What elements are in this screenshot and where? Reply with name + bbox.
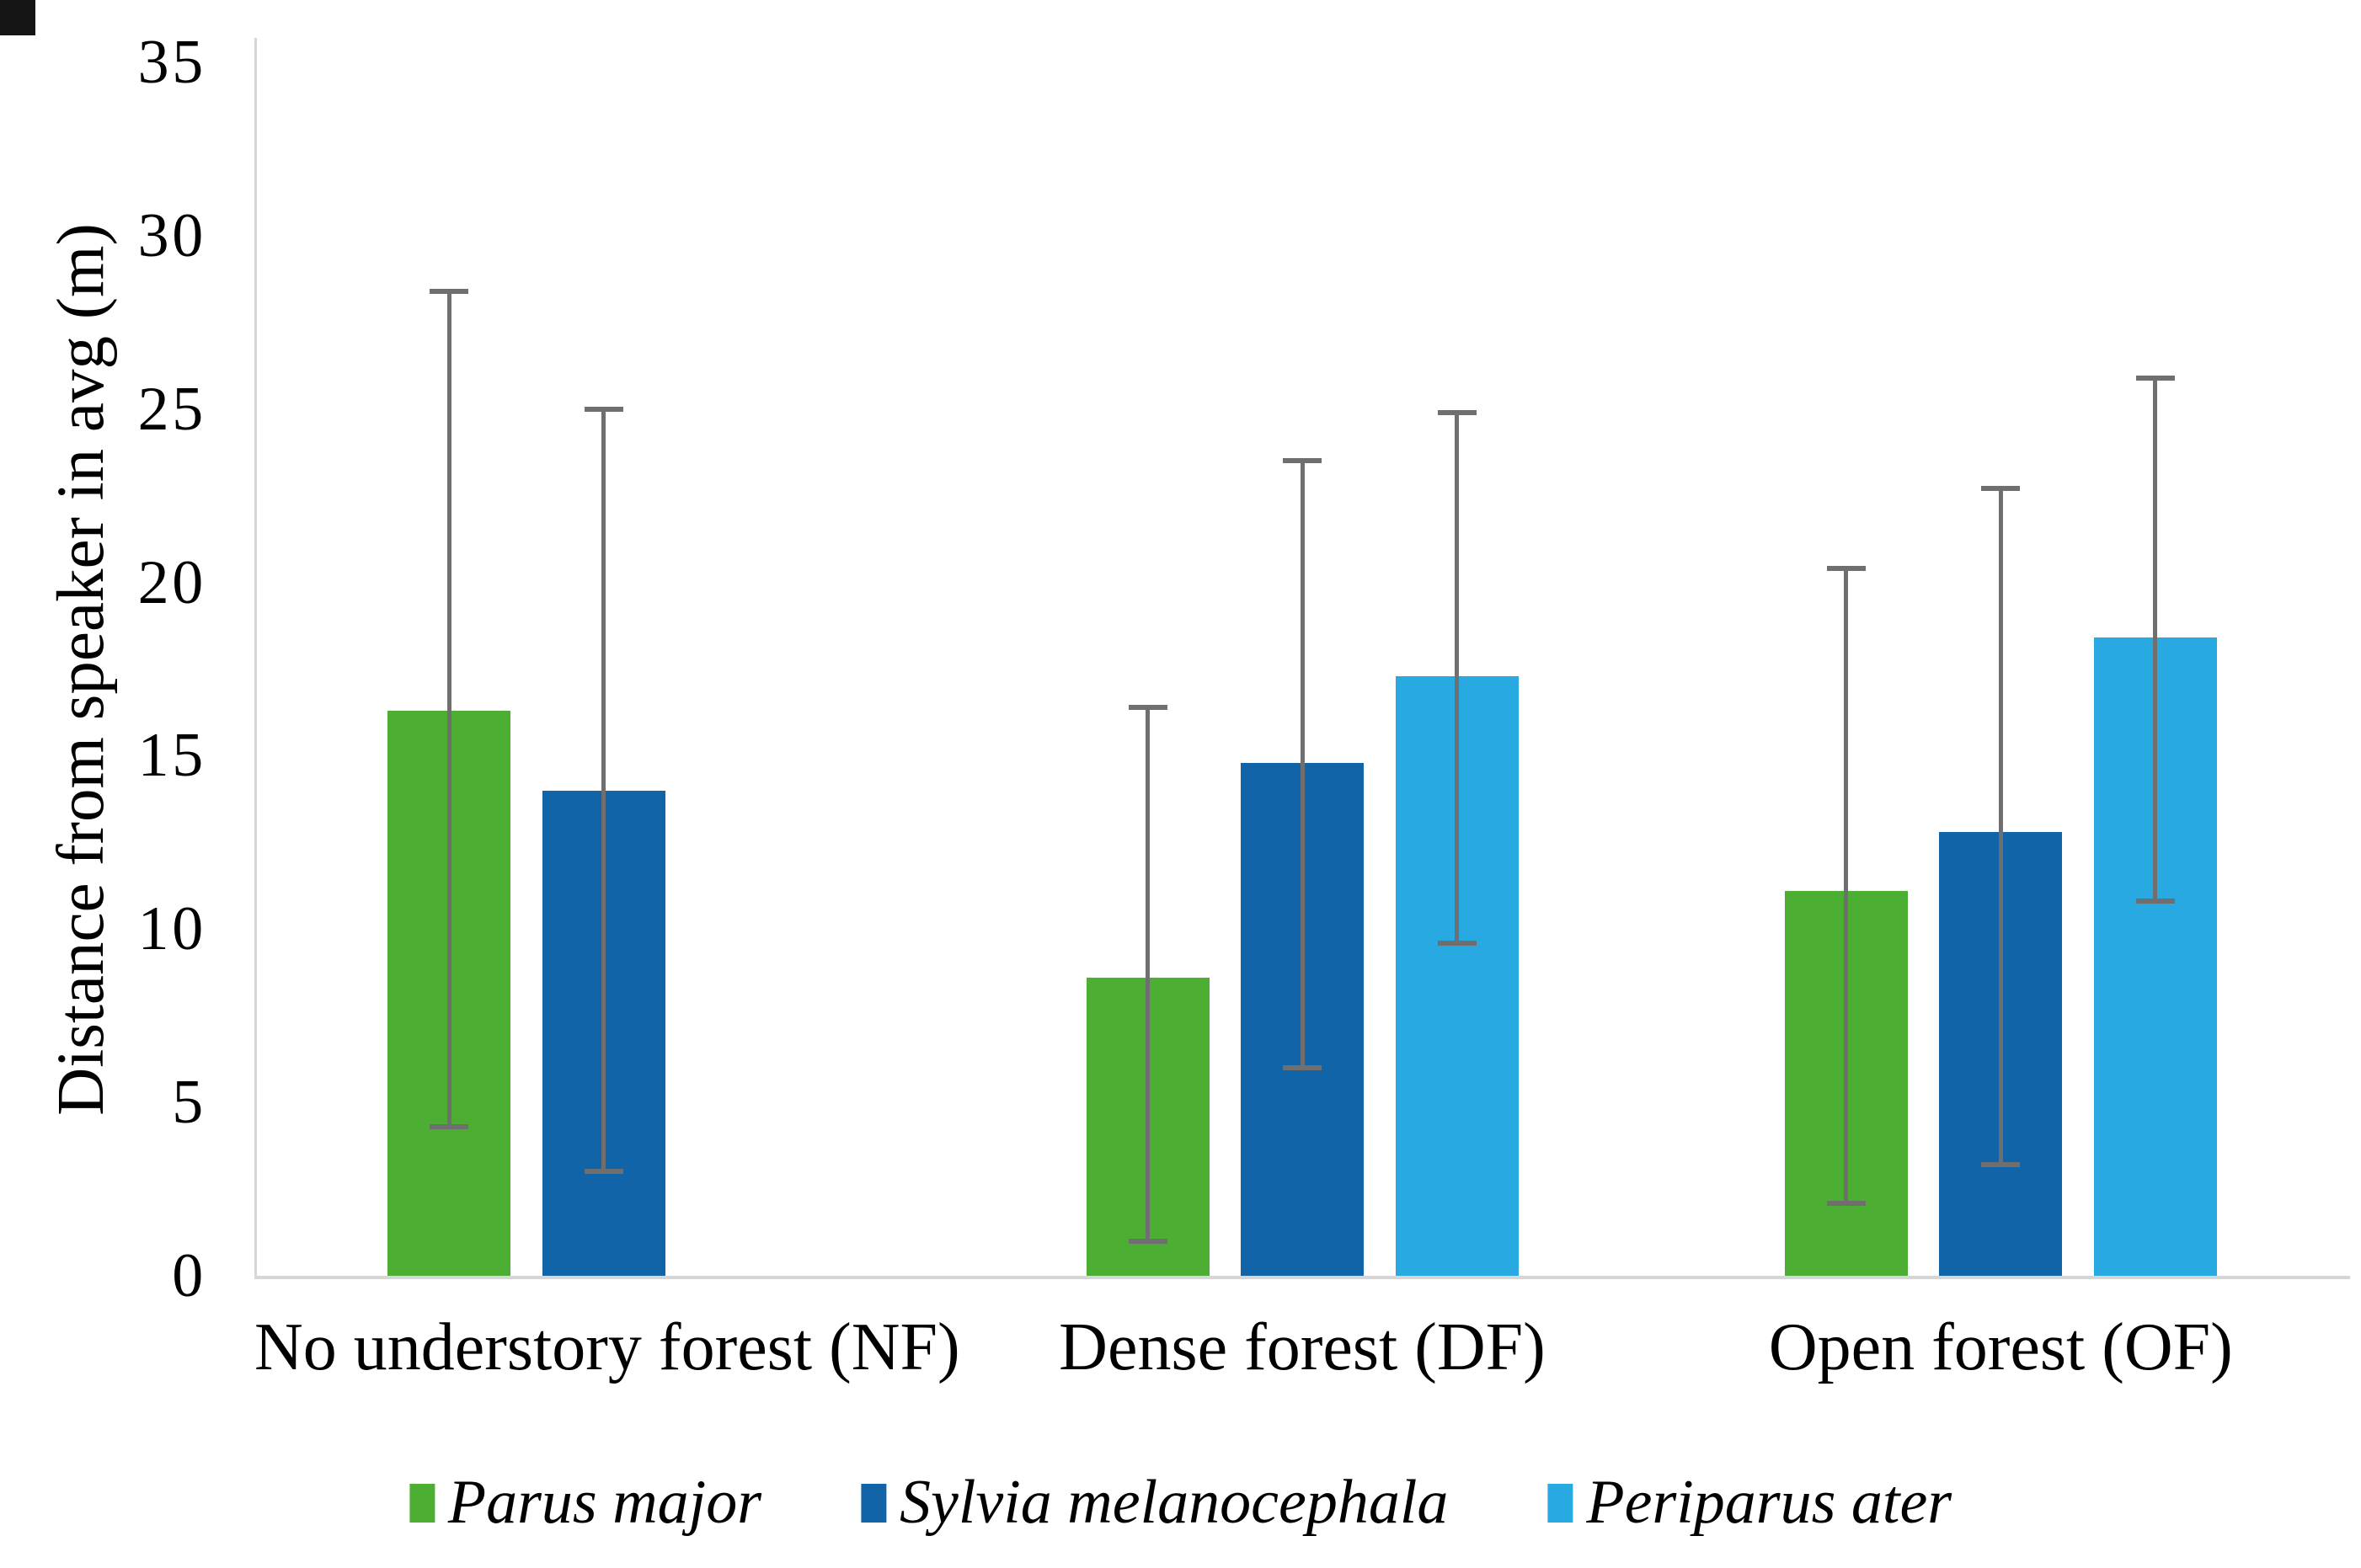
y-tick-label-10: 10 — [137, 894, 206, 964]
corner-artifact — [0, 0, 35, 35]
error-bar-cap-bottom — [2135, 899, 2175, 904]
legend: Parus major Sylvia melanocephala Periparus… — [409, 1467, 1952, 1539]
error-bar-line — [1844, 568, 1849, 1203]
error-bar-cap-bottom — [1826, 1200, 1866, 1206]
y-axis-line — [254, 38, 257, 1276]
legend-swatch-icon — [861, 1483, 886, 1523]
error-bar-cap-bottom — [1981, 1162, 2021, 1168]
y-tick-label-25: 25 — [137, 374, 206, 444]
error-bar-cap-top — [584, 406, 623, 412]
error-bar-cap-bottom — [1128, 1238, 1167, 1244]
error-bar-line — [1455, 412, 1459, 943]
category-label-2: Open forest (OF) — [1768, 1310, 2233, 1384]
error-bar-cap-top — [1128, 704, 1167, 710]
error-bar-line — [1998, 488, 2003, 1165]
error-bar-cap-bottom — [1283, 1064, 1322, 1070]
error-bar-line — [2153, 377, 2158, 902]
error-bar-cap-top — [430, 288, 469, 294]
y-tick-label-30: 30 — [137, 200, 206, 270]
y-axis-title: Distance from speaker in avg (m) — [45, 222, 118, 1116]
error-bar-line — [1146, 707, 1150, 1241]
category-label-0: No understory forest (NF) — [254, 1310, 960, 1384]
error-bar-cap-top — [1283, 458, 1322, 464]
legend-item-periparus-ater: Periparus ater — [1547, 1467, 1952, 1539]
y-tick-label-5: 5 — [172, 1068, 206, 1138]
legend-label: Parus major — [447, 1468, 761, 1537]
y-tick-label-15: 15 — [137, 721, 206, 791]
error-bar-line — [601, 408, 606, 1172]
x-axis-line — [254, 1276, 2350, 1279]
error-bar-cap-bottom — [1437, 940, 1477, 946]
error-bar-cap-bottom — [584, 1169, 623, 1175]
error-bar-cap-bottom — [430, 1123, 469, 1129]
error-bar-line — [1300, 461, 1305, 1068]
legend-swatch-icon — [1547, 1483, 1573, 1523]
error-bar-cap-top — [2135, 375, 2175, 381]
y-tick-label-0: 0 — [172, 1241, 206, 1310]
category-label-1: Dense forest (DF) — [1059, 1310, 1546, 1384]
legend-label: Periparus ater — [1586, 1468, 1952, 1537]
error-bar-cap-top — [1981, 486, 2021, 492]
legend-label: Sylvia melanocephala — [900, 1468, 1449, 1537]
legend-item-parus-major: Parus major — [409, 1467, 761, 1539]
error-bar-line — [446, 291, 451, 1127]
error-bar-cap-top — [1437, 409, 1477, 415]
legend-item-sylvia-melanocephala: Sylvia melanocephala — [861, 1467, 1448, 1539]
error-bar-cap-top — [1826, 566, 1866, 572]
y-tick-label-35: 35 — [137, 28, 206, 97]
legend-swatch-icon — [409, 1483, 435, 1523]
y-tick-label-20: 20 — [137, 547, 206, 617]
